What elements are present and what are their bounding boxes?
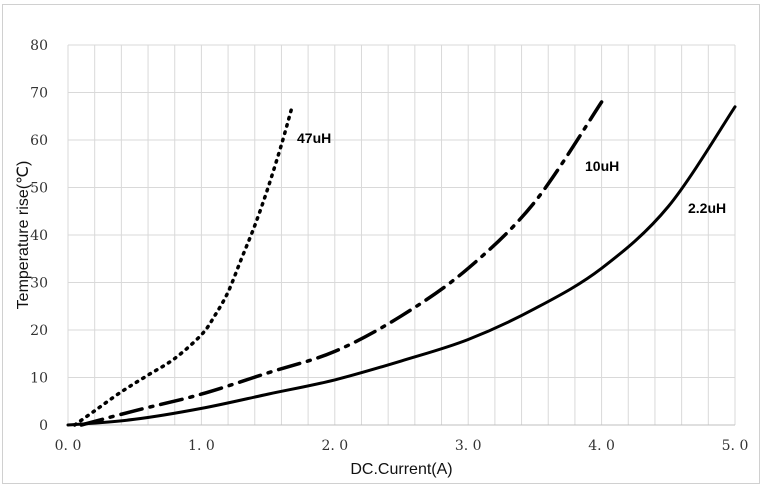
x-tick-label: 4. 0: [588, 438, 615, 454]
x-axis-title: DC.Current(A): [350, 461, 452, 478]
series-line-47uh: [72, 105, 294, 427]
x-tick-labels: 0. 0 1. 0 2. 0 3. 0 4. 0 5. 0: [55, 438, 749, 454]
y-tick-label: 30: [30, 276, 48, 292]
x-tick-label: 0. 0: [55, 438, 82, 454]
series-group: [66, 100, 737, 427]
y-axis-title: Temperature rise(℃): [15, 161, 32, 310]
y-tick-labels: 0 10 20 30 40 50 60 70 80: [30, 38, 48, 434]
y-tick-label: 60: [30, 133, 48, 149]
series-labels: 47uH 10uH 2.2uH: [297, 130, 726, 216]
y-tick-label: 70: [30, 86, 48, 102]
y-tick-label: 0: [39, 418, 48, 434]
series-label-10uh: 10uH: [585, 158, 619, 174]
y-tick-label: 20: [30, 323, 48, 339]
series-label-2-2uh: 2.2uH: [688, 200, 726, 216]
y-tick-label: 10: [30, 371, 48, 387]
y-tick-label: 50: [30, 181, 48, 197]
x-tick-label: 3. 0: [455, 438, 482, 454]
y-tick-label: 80: [30, 38, 48, 54]
series-label-47uh: 47uH: [297, 130, 331, 146]
x-tick-label: 2. 0: [321, 438, 348, 454]
x-tick-label: 5. 0: [722, 438, 749, 454]
series-line-10uh: [79, 100, 604, 427]
series-line-2-2uh: [66, 105, 737, 427]
y-tick-label: 40: [30, 228, 48, 244]
x-tick-label: 1. 0: [188, 438, 215, 454]
grid: [67, 44, 736, 426]
